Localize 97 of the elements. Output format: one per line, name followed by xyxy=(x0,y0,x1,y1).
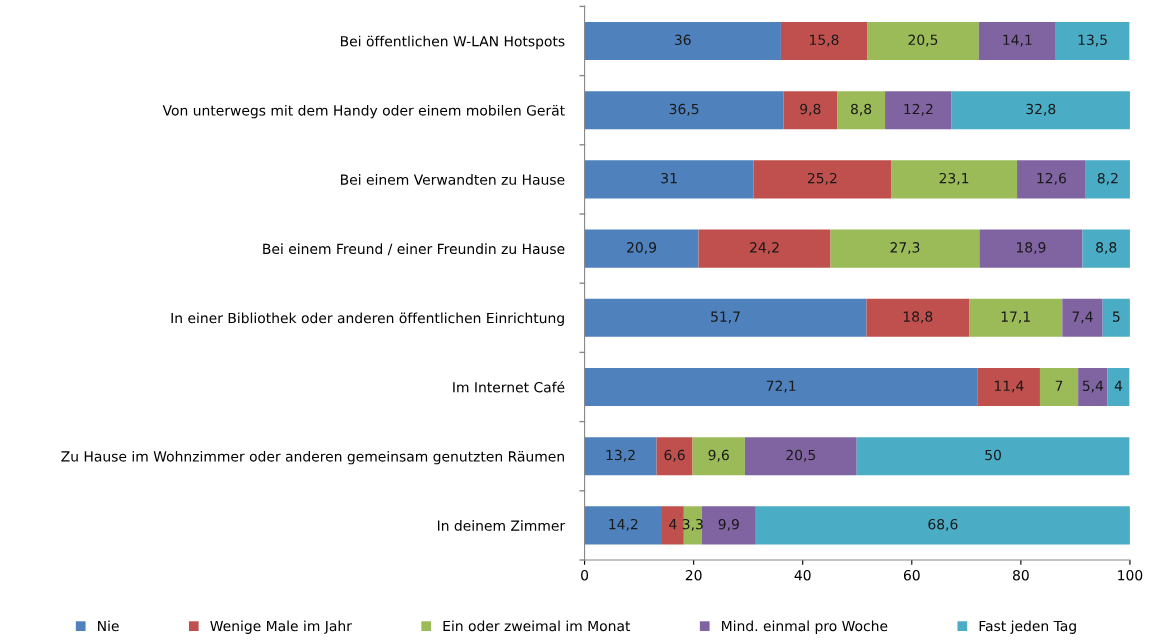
bar xyxy=(584,160,754,199)
bar xyxy=(701,506,756,545)
y-tick-label: Bei einem Freund / einer Freundin zu Hause xyxy=(263,243,565,256)
bar xyxy=(584,91,784,130)
data-label: 15,8 xyxy=(810,34,839,47)
data-label: 7 xyxy=(1055,380,1063,391)
data-label: 12,6 xyxy=(1037,172,1066,185)
data-label: 68,6 xyxy=(928,518,958,531)
bar xyxy=(783,91,838,130)
y-tick-label: In deinem Zimmer xyxy=(437,520,566,531)
data-label: 23,1 xyxy=(939,172,969,185)
data-label: 5 xyxy=(1112,311,1120,322)
legend-label: Wenige Male im Jahr xyxy=(210,620,352,634)
legend-label: Nie xyxy=(98,620,119,632)
bar xyxy=(584,298,867,337)
data-label: 13,2 xyxy=(606,449,635,462)
data-label: 11,4 xyxy=(994,380,1024,393)
legend-label: Ein oder zweimal im Monat xyxy=(443,620,631,632)
data-label: 8,8 xyxy=(850,103,872,116)
bar xyxy=(692,437,745,476)
bar xyxy=(753,160,892,199)
bar xyxy=(584,367,978,407)
bar xyxy=(744,437,857,476)
bar xyxy=(780,21,868,61)
y-tick-label: In einer Bibliothek oder anderen öffentlichen Einrichtung xyxy=(171,312,564,326)
bar xyxy=(1062,298,1103,337)
bar xyxy=(1102,298,1130,337)
data-label: 12,2 xyxy=(904,103,933,116)
data-label: 5,4 xyxy=(1082,380,1104,393)
data-label: 8,2 xyxy=(1097,172,1118,185)
data-label: 36 xyxy=(674,34,691,46)
bar xyxy=(979,229,1083,268)
bar xyxy=(1017,160,1086,199)
data-label: 14,2 xyxy=(609,518,638,531)
legend-label: Mind. einmal pro Woche xyxy=(722,620,888,634)
y-tick-label: Bei öffentlichen W-LAN Hotspots xyxy=(340,35,565,50)
bar xyxy=(1107,367,1130,407)
bar xyxy=(584,506,663,545)
y-tick-label: Von unterwegs mit dem Handy oder einem mobilen Gerät xyxy=(162,104,565,119)
data-label: 13,5 xyxy=(1078,34,1107,47)
bar xyxy=(978,21,1056,61)
data-label: 18,8 xyxy=(903,311,933,324)
bar xyxy=(1039,367,1079,407)
data-label: 9,9 xyxy=(718,518,739,531)
bar xyxy=(1082,229,1130,268)
bar xyxy=(856,437,1130,476)
y-tick-label: Im Internet Café xyxy=(453,381,565,393)
bar xyxy=(656,437,693,476)
bar xyxy=(867,21,979,61)
data-label: 50 xyxy=(985,449,1001,461)
data-label: 7,4 xyxy=(1072,311,1093,324)
data-label: 8,8 xyxy=(1096,242,1117,255)
data-label: 14,1 xyxy=(1003,34,1032,47)
bar xyxy=(977,367,1040,407)
data-label: 6,6 xyxy=(664,449,685,462)
data-label: 72,1 xyxy=(766,380,796,393)
data-label: 25,2 xyxy=(807,172,837,185)
data-label: 36,5 xyxy=(669,103,699,116)
bar xyxy=(969,298,1063,337)
data-label: 18,9 xyxy=(1017,242,1046,255)
x-tick-label: 20 xyxy=(685,569,702,581)
bar xyxy=(1085,160,1130,199)
data-label: 24,2 xyxy=(750,242,779,255)
x-tick-label: 0 xyxy=(581,569,589,581)
data-label: 4 xyxy=(1114,380,1123,391)
bar xyxy=(584,229,699,268)
data-label: 9,8 xyxy=(800,103,821,116)
y-tick-label: Bei einem Verwandten zu Hause xyxy=(341,174,565,185)
bar xyxy=(584,437,657,476)
x-tick-label: 80 xyxy=(1012,569,1029,581)
data-label: 31 xyxy=(661,172,677,184)
bar xyxy=(891,160,1018,199)
x-tick-label: 100 xyxy=(1118,569,1143,581)
data-label: 27,3 xyxy=(890,242,920,255)
bar xyxy=(885,91,952,130)
x-tick-label: 40 xyxy=(794,569,811,581)
bar xyxy=(755,506,1130,545)
y-tick-label: Zu Hause im Wohnzimmer oder anderen gemeinsam genutzten Räumen xyxy=(61,450,564,465)
data-label: 20,5 xyxy=(786,449,816,462)
x-tick-label: 60 xyxy=(903,569,920,581)
data-label: 20,5 xyxy=(908,34,938,47)
data-label: 32,8 xyxy=(1026,103,1056,116)
data-label: 9,6 xyxy=(708,449,729,462)
bar xyxy=(837,91,886,130)
data-label: 51,7 xyxy=(711,311,740,324)
bar xyxy=(1055,21,1130,61)
bar xyxy=(698,229,831,268)
bar xyxy=(662,506,684,545)
bar xyxy=(866,298,970,337)
bar xyxy=(584,21,781,61)
bar xyxy=(1078,367,1108,407)
data-label: 20,9 xyxy=(627,242,657,255)
bar xyxy=(951,91,1130,130)
data-label: 4 xyxy=(669,519,677,530)
bar xyxy=(830,229,980,268)
legend-label: Fast jeden Tag xyxy=(979,620,1076,634)
data-label: 17,1 xyxy=(1001,311,1030,324)
